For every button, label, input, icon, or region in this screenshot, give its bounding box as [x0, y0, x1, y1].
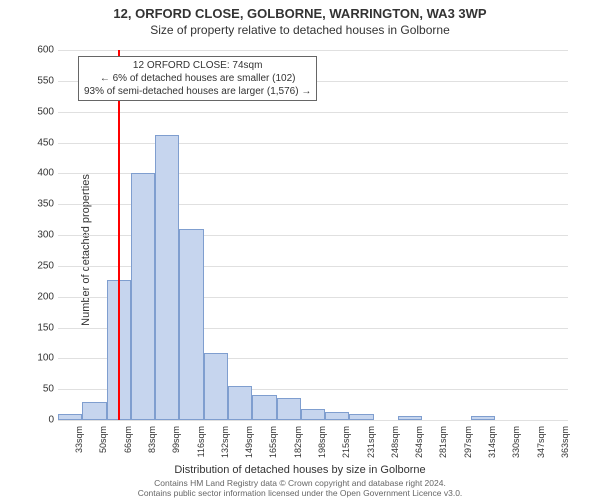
x-tick-label: 314sqm	[487, 426, 497, 458]
grid-line	[58, 112, 568, 113]
histogram-bar	[471, 416, 495, 420]
x-axis-label: Distribution of detached houses by size …	[0, 464, 600, 476]
x-tick-label: 231sqm	[366, 426, 376, 458]
y-tick-label: 50	[43, 384, 58, 395]
chart-title: 12, ORFORD CLOSE, GOLBORNE, WARRINGTON, …	[0, 0, 600, 21]
histogram-bar	[155, 135, 179, 420]
histogram-bar	[349, 414, 373, 420]
plot-area: 05010015020025030035040045050055060033sq…	[58, 50, 568, 421]
x-tick-label: 264sqm	[414, 426, 424, 458]
chart-subtitle: Size of property relative to detached ho…	[0, 21, 600, 37]
grid-line	[58, 420, 568, 421]
annotation-line1: 12 ORFORD CLOSE: 74sqm	[84, 59, 311, 72]
y-tick-label: 100	[37, 353, 58, 364]
x-tick-label: 116sqm	[196, 426, 206, 457]
attribution-line1: Contains HM Land Registry data © Crown c…	[0, 478, 600, 488]
x-tick-label: 149sqm	[244, 426, 254, 458]
x-tick-label: 33sqm	[74, 426, 84, 453]
histogram-bar	[131, 173, 155, 420]
x-tick-label: 347sqm	[536, 426, 546, 458]
y-tick-label: 400	[37, 168, 58, 179]
x-tick-label: 182sqm	[293, 426, 303, 458]
y-tick-label: 300	[37, 230, 58, 241]
histogram-chart: 12, ORFORD CLOSE, GOLBORNE, WARRINGTON, …	[0, 0, 600, 500]
histogram-bar	[252, 395, 276, 420]
x-tick-label: 165sqm	[268, 426, 278, 458]
x-tick-label: 99sqm	[171, 426, 181, 453]
y-tick-label: 450	[37, 137, 58, 148]
y-tick-label: 150	[37, 322, 58, 333]
y-tick-label: 200	[37, 291, 58, 302]
histogram-bar	[179, 229, 203, 420]
y-tick-label: 500	[37, 106, 58, 117]
histogram-bar	[82, 402, 106, 421]
x-tick-label: 330sqm	[511, 426, 521, 458]
x-tick-label: 132sqm	[220, 426, 230, 458]
attribution-line2: Contains public sector information licen…	[0, 488, 600, 498]
y-tick-label: 0	[48, 415, 58, 426]
annotation-line3: 93% of semi-detached houses are larger (…	[84, 85, 311, 98]
x-tick-label: 50sqm	[98, 426, 108, 453]
attribution-text: Contains HM Land Registry data © Crown c…	[0, 478, 600, 498]
x-tick-label: 297sqm	[463, 426, 473, 458]
x-tick-label: 363sqm	[560, 426, 570, 458]
x-tick-label: 66sqm	[123, 426, 133, 453]
x-tick-label: 83sqm	[147, 426, 157, 453]
histogram-bar	[301, 409, 325, 420]
y-tick-label: 250	[37, 260, 58, 271]
x-tick-label: 281sqm	[438, 426, 448, 458]
y-tick-label: 350	[37, 199, 58, 210]
y-tick-label: 600	[37, 45, 58, 56]
histogram-bar	[277, 398, 301, 420]
annotation-line2: ← 6% of detached houses are smaller (102…	[84, 72, 311, 85]
histogram-bar	[325, 412, 349, 420]
x-tick-label: 198sqm	[317, 426, 327, 458]
histogram-bar	[58, 414, 82, 420]
x-tick-label: 248sqm	[390, 426, 400, 458]
histogram-bar	[228, 386, 252, 420]
y-tick-label: 550	[37, 75, 58, 86]
histogram-bar	[398, 416, 422, 420]
x-tick-label: 215sqm	[341, 426, 351, 458]
histogram-bar	[204, 353, 228, 420]
grid-line	[58, 143, 568, 144]
annotation-box: 12 ORFORD CLOSE: 74sqm ← 6% of detached …	[78, 56, 317, 101]
grid-line	[58, 50, 568, 51]
property-marker-line	[118, 50, 120, 420]
